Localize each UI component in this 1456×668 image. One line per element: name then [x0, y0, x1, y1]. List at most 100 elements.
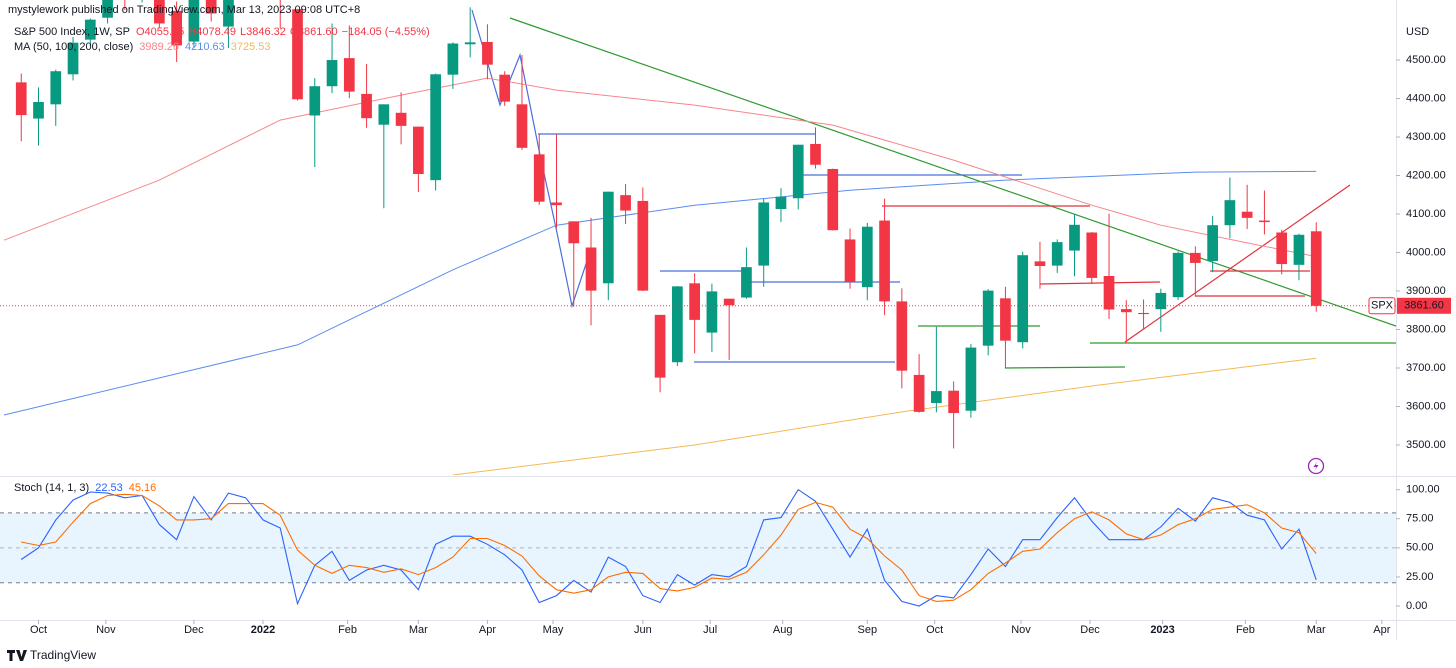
candle-body	[827, 168, 839, 231]
stoch-line	[21, 493, 1317, 602]
candle-body	[533, 154, 545, 202]
symbol-title: S&P 500 Index, 1W, SP	[14, 26, 130, 38]
moving-average	[452, 357, 1317, 475]
candle-body	[948, 390, 959, 414]
candle-body	[84, 19, 96, 40]
candle-body	[741, 267, 752, 298]
y-tick-label: 4000.00	[1406, 246, 1446, 258]
candle-body	[1138, 312, 1149, 315]
y-tick-label: 3600.00	[1406, 400, 1446, 412]
moving-average	[3, 170, 1317, 416]
stoch-band-layer	[0, 512, 1396, 584]
last-price-text: 3861.60	[1404, 300, 1444, 312]
stoch-title: Stoch (14, 1, 3)	[14, 482, 89, 494]
candle-body	[1034, 261, 1046, 266]
candle-body	[723, 298, 735, 306]
x-tick-label: Mar	[1307, 624, 1326, 636]
x-tick-label: Aug	[773, 624, 793, 636]
y-tick-label: 4300.00	[1406, 131, 1446, 143]
x-tick-label: Nov	[1011, 624, 1031, 636]
candle-body	[965, 347, 977, 411]
candle-body	[637, 200, 649, 291]
candle-body	[792, 144, 804, 199]
candle-body	[1224, 200, 1236, 226]
candle-body	[50, 71, 62, 105]
candle-body	[1086, 232, 1098, 278]
y-tick-label: 3900.00	[1406, 285, 1446, 297]
candle-body	[205, 0, 217, 14]
candle-body	[482, 41, 493, 65]
axes: USD 3500.00 3600.00 3700.00 3800.00 3900.00 4…	[30, 26, 1451, 636]
x-tick-label: May	[543, 624, 564, 636]
stoch-line	[20, 488, 1317, 607]
ohlc-close: C3861.60	[290, 26, 338, 38]
x-tick-label: Mar	[409, 624, 428, 636]
attribution: mystylework published on TradingView.com…	[8, 4, 360, 16]
brand: TradingView	[7, 648, 96, 662]
candle-body	[292, 9, 303, 100]
x-tick-label: Feb	[338, 624, 357, 636]
candle-body	[33, 102, 44, 119]
stoch-legend: Stoch (14, 1, 3) 22.53 45.16	[14, 482, 156, 494]
ohlc-high: H4078.49	[188, 26, 236, 38]
ohlc-open: O4055.15	[136, 26, 184, 38]
ma-value: 3725.53	[231, 41, 271, 53]
y-tick-label: 3700.00	[1406, 362, 1446, 374]
ma-title: MA (50, 100, 200, close)	[14, 41, 133, 53]
x-tick-label: Nov	[96, 624, 116, 636]
candle-body	[309, 86, 321, 116]
candle-body	[223, 0, 234, 27]
alert-icon[interactable]	[1307, 457, 1325, 475]
y-tick-label: 25.00	[1406, 571, 1434, 583]
x-tick-label: Sep	[858, 624, 878, 636]
candle-body	[1207, 225, 1218, 261]
x-tick-label: 2022	[251, 624, 275, 636]
y-tick-label: 3800.00	[1406, 323, 1446, 335]
candle-body	[1155, 292, 1167, 310]
stoch-d-value: 45.16	[129, 482, 157, 494]
candle-body	[499, 74, 511, 102]
candle-body	[516, 104, 528, 148]
level-line	[1039, 281, 1161, 285]
candle-body	[447, 43, 459, 75]
candle-body	[775, 196, 787, 210]
candle-body	[758, 202, 770, 266]
candle-body	[413, 126, 424, 174]
candle-body	[1293, 234, 1305, 265]
candle-body	[1000, 298, 1011, 341]
candle-body	[430, 74, 441, 181]
candle-body	[15, 82, 27, 116]
trendline	[1124, 184, 1351, 343]
ohlc-change: −184.05 (−4.55%)	[342, 26, 430, 38]
candle-body	[896, 301, 908, 371]
y-tick-label: 50.00	[1406, 542, 1434, 554]
ma-legend: MA (50, 100, 200, close) 3989.26 4210.63 37…	[14, 41, 271, 53]
candle-body	[326, 60, 338, 87]
candle-body	[568, 221, 580, 244]
x-tick-label: Oct	[926, 624, 943, 636]
currency-label: USD	[1406, 26, 1429, 38]
last-price-badge	[1397, 297, 1451, 314]
symbol-badge	[1368, 297, 1396, 315]
y-tick-label: 3500.00	[1406, 439, 1446, 451]
x-tick-label: Apr	[1373, 624, 1390, 636]
candle-body	[1241, 211, 1253, 218]
x-tick-label: Jun	[634, 624, 652, 636]
candle-body	[1310, 231, 1322, 306]
trendline	[509, 17, 1396, 327]
candle-body	[343, 58, 355, 92]
y-tick-label: 75.00	[1406, 513, 1434, 525]
candle-body	[378, 104, 390, 125]
x-tick-label: Jul	[703, 624, 717, 636]
x-tick-label: Oct	[30, 624, 47, 636]
candle-body	[844, 239, 856, 282]
x-tick-label: 2023	[1150, 624, 1174, 636]
price-pane	[0, 0, 1396, 475]
candle-body	[188, 0, 200, 42]
candle-body	[1051, 242, 1063, 266]
candle-body	[810, 143, 821, 165]
candle-body	[654, 314, 666, 378]
candle-body	[931, 391, 942, 404]
